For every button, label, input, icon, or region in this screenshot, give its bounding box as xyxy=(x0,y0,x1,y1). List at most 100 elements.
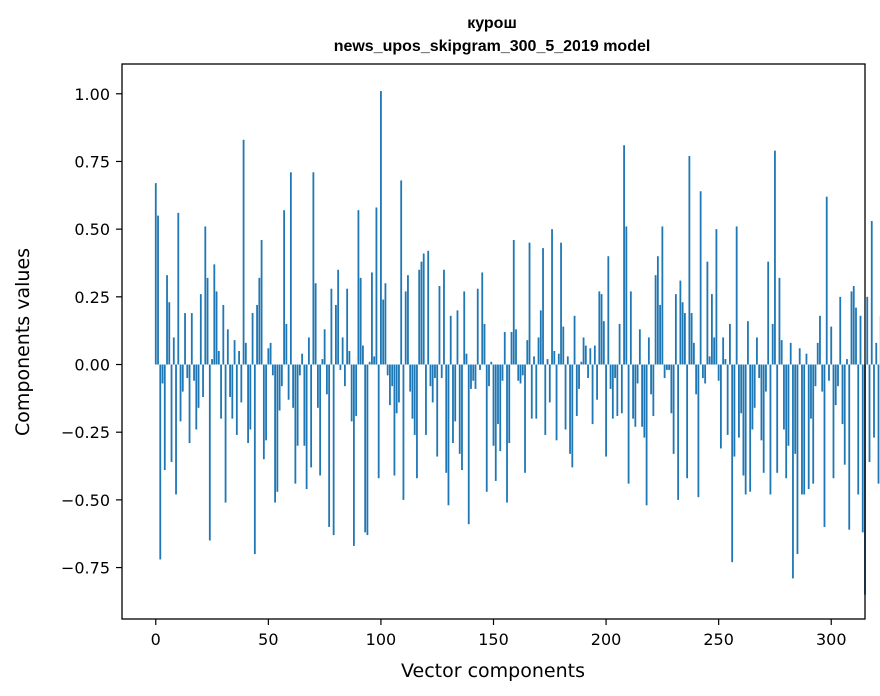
bar xyxy=(855,307,857,365)
bar xyxy=(283,210,286,365)
bar xyxy=(744,364,747,495)
bar xyxy=(193,364,195,381)
bar xyxy=(573,315,576,365)
bar xyxy=(247,364,249,444)
bar xyxy=(699,191,702,365)
bar xyxy=(431,364,434,403)
bar xyxy=(238,350,240,365)
bar xyxy=(467,364,470,525)
bar xyxy=(571,364,574,468)
bar xyxy=(375,207,378,365)
bar xyxy=(868,364,871,462)
bar xyxy=(533,356,535,365)
bar xyxy=(445,364,448,473)
x-tick-label: 200 xyxy=(591,630,622,649)
bar xyxy=(636,364,639,384)
x-tick-label: 100 xyxy=(366,630,397,649)
bar xyxy=(620,364,623,414)
bar xyxy=(197,364,200,408)
bar xyxy=(382,299,385,365)
bar xyxy=(346,288,349,365)
bar xyxy=(447,364,450,506)
bar xyxy=(656,256,659,365)
bar xyxy=(756,337,758,365)
bar xyxy=(861,364,864,533)
bar xyxy=(271,364,274,376)
bar xyxy=(722,337,725,365)
bar xyxy=(566,356,569,365)
bar xyxy=(593,345,596,365)
y-tick-label: 0.50 xyxy=(74,220,110,239)
bar xyxy=(350,364,353,422)
bar xyxy=(767,261,770,365)
bar xyxy=(274,364,277,503)
bar xyxy=(632,364,634,419)
bar xyxy=(760,364,763,441)
bar xyxy=(618,323,621,365)
bar xyxy=(452,364,454,444)
bar xyxy=(584,345,587,365)
y-axis-ticks: −0.75 −0.50 −0.25 0.00 0.25 0.50 0.75 1.00 xyxy=(61,85,122,578)
bar xyxy=(492,364,495,446)
bar xyxy=(521,364,524,376)
bar xyxy=(278,364,281,411)
bar xyxy=(539,310,542,365)
bar xyxy=(589,348,592,365)
axes-frame xyxy=(121,63,866,620)
bar xyxy=(204,226,207,365)
bar xyxy=(783,364,785,430)
bar xyxy=(190,313,193,365)
bar xyxy=(292,364,295,408)
bar xyxy=(747,321,749,365)
bar xyxy=(355,364,358,416)
bar xyxy=(316,364,319,408)
bar xyxy=(625,226,628,365)
bar xyxy=(208,364,211,541)
bar xyxy=(668,364,671,370)
bar xyxy=(627,364,630,484)
bar xyxy=(683,313,686,365)
bar xyxy=(580,361,583,365)
bar xyxy=(337,269,340,365)
bar xyxy=(179,364,182,422)
bar xyxy=(771,323,774,365)
bar xyxy=(224,364,227,503)
bar xyxy=(422,253,425,365)
bar xyxy=(776,364,779,473)
bar xyxy=(373,356,376,365)
bar xyxy=(215,291,218,365)
bar xyxy=(679,280,682,365)
bar xyxy=(611,364,614,419)
bar xyxy=(319,364,322,476)
chart-title-line2: news_upos_skipgram_300_5_2019 model xyxy=(334,38,651,55)
bar xyxy=(848,364,851,530)
bar xyxy=(641,364,644,427)
bar xyxy=(490,361,493,365)
bar xyxy=(528,242,531,365)
bar xyxy=(843,364,846,465)
bar xyxy=(751,364,754,430)
bar xyxy=(395,364,398,414)
bar xyxy=(785,364,788,479)
bar xyxy=(672,364,675,454)
bar xyxy=(267,348,270,365)
bar xyxy=(512,239,515,365)
bar xyxy=(524,364,526,473)
bar xyxy=(720,364,722,449)
bar xyxy=(553,350,556,365)
bar xyxy=(852,286,855,365)
bar xyxy=(677,364,680,500)
bar xyxy=(251,313,254,365)
bar xyxy=(314,283,317,365)
bar xyxy=(508,364,511,444)
x-tick-label: 300 xyxy=(816,630,847,649)
bar xyxy=(834,364,837,406)
bar xyxy=(175,364,177,495)
bar xyxy=(875,342,878,365)
bar xyxy=(742,364,745,476)
bar xyxy=(256,304,258,365)
bar xyxy=(560,242,562,365)
bar xyxy=(159,364,162,560)
bar xyxy=(837,364,839,387)
